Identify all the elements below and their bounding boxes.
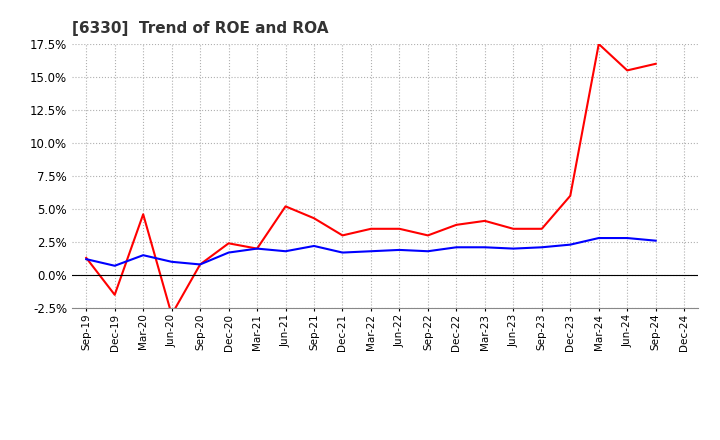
ROE [537, 226, 546, 231]
ROA [310, 243, 318, 249]
ROA [196, 262, 204, 267]
Text: [6330]  Trend of ROE and ROA: [6330] Trend of ROE and ROA [72, 21, 328, 36]
ROA [423, 249, 432, 254]
ROA [366, 249, 375, 254]
ROA [537, 245, 546, 250]
ROE [509, 226, 518, 231]
Line: ROA: ROA [86, 238, 656, 266]
ROE [566, 193, 575, 198]
ROE [595, 41, 603, 47]
ROE [338, 233, 347, 238]
ROA [82, 257, 91, 262]
ROE [395, 226, 404, 231]
ROA [139, 253, 148, 258]
ROE [623, 68, 631, 73]
ROE [366, 226, 375, 231]
ROA [253, 246, 261, 251]
ROE [139, 212, 148, 217]
Line: ROE: ROE [86, 44, 656, 315]
ROA [652, 238, 660, 243]
ROA [509, 246, 518, 251]
ROE [167, 312, 176, 317]
ROA [452, 245, 461, 250]
ROE [225, 241, 233, 246]
ROE [82, 255, 91, 260]
ROE [310, 216, 318, 221]
ROA [110, 263, 119, 268]
ROE [196, 262, 204, 267]
ROA [395, 247, 404, 253]
ROE [452, 222, 461, 227]
ROE [480, 218, 489, 224]
ROE [652, 61, 660, 66]
ROE [282, 204, 290, 209]
ROE [253, 246, 261, 251]
ROA [167, 259, 176, 264]
ROE [110, 292, 119, 297]
ROA [566, 242, 575, 247]
ROA [480, 245, 489, 250]
ROA [225, 250, 233, 255]
ROA [282, 249, 290, 254]
ROE [423, 233, 432, 238]
ROA [623, 235, 631, 241]
ROA [595, 235, 603, 241]
ROA [338, 250, 347, 255]
